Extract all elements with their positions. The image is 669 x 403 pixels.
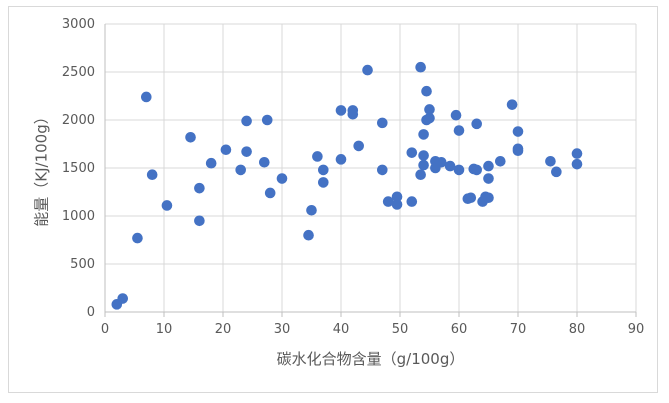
data-point	[571, 158, 583, 170]
data-point	[261, 114, 273, 126]
y-tick-label: 3000	[62, 17, 95, 32]
data-point	[418, 159, 429, 171]
data-point	[347, 108, 359, 120]
data-point	[335, 105, 347, 116]
data-point	[545, 155, 556, 167]
x-tick-label: 20	[215, 322, 232, 337]
data-point	[418, 129, 429, 140]
data-point	[276, 173, 288, 184]
y-tick-label: 2500	[62, 65, 95, 80]
data-point	[506, 99, 518, 110]
data-point	[465, 192, 477, 204]
data-point	[377, 117, 388, 129]
chart-area	[8, 6, 658, 393]
y-tick-label: 500	[70, 257, 95, 272]
data-point	[391, 191, 403, 203]
data-point	[415, 169, 426, 181]
data-point	[117, 293, 128, 304]
data-point	[471, 164, 483, 176]
data-point	[362, 64, 373, 76]
data-point	[235, 164, 246, 176]
x-tick-label: 40	[333, 322, 350, 337]
data-point	[495, 155, 506, 167]
data-point	[453, 164, 465, 176]
data-point	[241, 146, 252, 157]
data-point	[444, 160, 456, 172]
data-point	[220, 144, 232, 156]
data-point	[353, 140, 365, 152]
y-axis-title: 能量（KJ/100g）	[33, 109, 51, 226]
data-point	[418, 150, 429, 161]
data-point	[483, 160, 494, 172]
y-tick-label: 1000	[62, 209, 95, 224]
data-point	[382, 196, 394, 207]
data-point	[512, 145, 524, 157]
y-tick-label: 1500	[62, 161, 95, 176]
data-point	[406, 147, 418, 158]
data-point	[436, 156, 447, 168]
data-point	[318, 164, 329, 176]
data-point	[450, 109, 462, 121]
x-tick-label: 80	[569, 322, 586, 337]
data-point	[391, 199, 403, 210]
data-point	[483, 192, 494, 204]
data-point	[424, 104, 435, 115]
x-axis-title: 碳水化合物含量（g/100g）	[277, 350, 465, 368]
data-point	[377, 164, 388, 176]
gridlines	[105, 23, 637, 312]
data-point	[424, 112, 435, 124]
data-point	[512, 126, 524, 137]
data-point	[415, 61, 426, 73]
data-point	[312, 151, 323, 162]
x-tick-label: 60	[451, 322, 468, 337]
data-point	[406, 196, 418, 207]
data-point	[141, 91, 152, 103]
data-point	[335, 154, 347, 165]
data-point	[185, 131, 196, 143]
data-point	[161, 200, 173, 211]
data-point	[303, 229, 314, 241]
data-point	[471, 118, 483, 130]
axes	[104, 24, 637, 317]
data-point	[483, 173, 494, 184]
y-tick-label: 0	[87, 305, 95, 320]
data-point	[194, 182, 205, 194]
data-point	[421, 85, 432, 97]
data-points	[111, 61, 583, 310]
data-point	[132, 232, 143, 244]
data-point	[453, 125, 465, 136]
data-point	[318, 177, 329, 188]
data-point	[306, 204, 317, 216]
data-point	[194, 215, 205, 227]
x-tick-label: 0	[101, 322, 109, 337]
data-point	[241, 115, 252, 127]
data-point	[264, 187, 276, 199]
data-point	[571, 148, 583, 159]
y-tick-label: 2000	[62, 113, 95, 128]
x-tick-label: 70	[510, 322, 527, 337]
data-point	[551, 166, 562, 178]
x-tick-label: 30	[274, 322, 291, 337]
x-tick-label: 90	[628, 322, 645, 337]
data-point	[205, 157, 217, 169]
data-point	[146, 169, 158, 181]
data-point	[259, 156, 270, 168]
x-tick-label: 50	[392, 322, 409, 337]
x-tick-label: 10	[156, 322, 173, 337]
tick-labels: 0 500 1000 1500 2000 2500 3000 0 10 20 30 40 50 60 70 8…	[62, 17, 644, 337]
